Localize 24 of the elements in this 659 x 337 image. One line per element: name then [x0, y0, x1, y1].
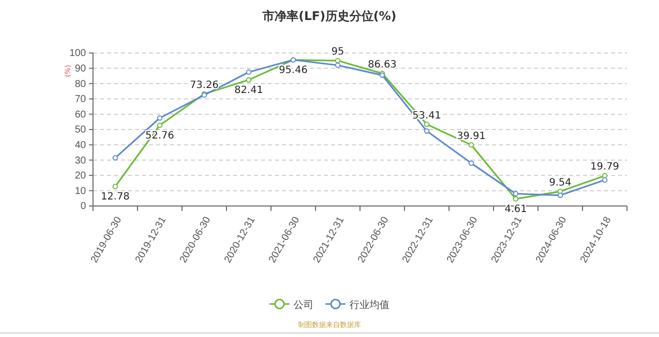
data-label: 86.63 [368, 59, 397, 70]
y-tick-label: 0 [80, 201, 86, 212]
y-tick-label: 90 [74, 64, 86, 74]
y-tick-label: 40 [74, 140, 86, 151]
data-label: 95.46 [278, 64, 308, 76]
data-label: 19.79 [590, 162, 620, 173]
chart-title: 市净率(LF)历史分位(%) [262, 9, 396, 23]
y-tick-label: 70 [74, 94, 86, 106]
legend-label: 行业均值 [350, 299, 390, 311]
y-tick-label: 100 [69, 48, 86, 60]
data-label: 39.91 [456, 130, 486, 142]
y-tick-label: 80 [74, 78, 86, 90]
data-label: 95 [331, 46, 344, 58]
y-tick-label: 10 [74, 186, 86, 197]
y-tick-label: 50 [74, 124, 86, 136]
data-label: 73.26 [190, 80, 219, 91]
data-label: 82.41 [234, 84, 264, 96]
data-label: 4.61 [504, 204, 527, 215]
y-tick-label: 30 [74, 155, 86, 166]
data-label: 9.54 [549, 177, 572, 188]
legend-label: 公司 [294, 299, 314, 311]
y-tick-label: 20 [74, 170, 86, 182]
data-label: 12.78 [100, 191, 130, 202]
y-tick-label: 60 [74, 109, 86, 120]
